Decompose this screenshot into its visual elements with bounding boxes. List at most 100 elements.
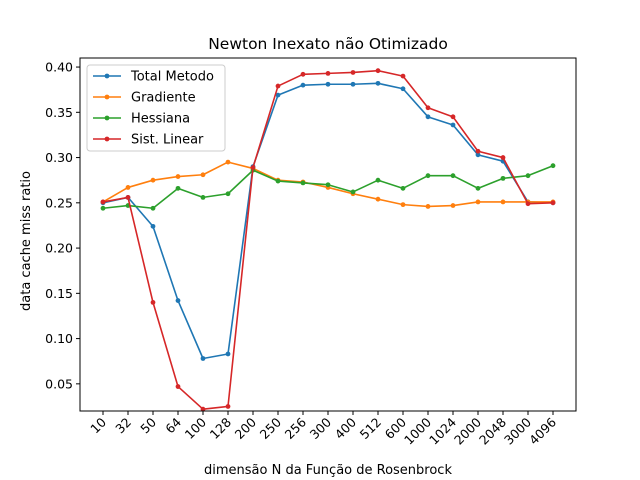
x-tick-label: 64 (162, 414, 184, 436)
series-sist-linear (100, 68, 556, 412)
x-tick-label: 32 (112, 415, 134, 437)
data-point-total-metodo (450, 122, 456, 128)
data-point-hessiana (375, 177, 381, 183)
series-hessiana (100, 163, 556, 211)
data-point-sist-linear (550, 200, 556, 206)
legend-marker (104, 115, 110, 121)
x-tick-label: 100 (182, 414, 210, 442)
y-tick-label: 0.10 (45, 331, 73, 346)
data-point-total-metodo (175, 298, 181, 303)
data-point-gradiente (425, 204, 431, 209)
x-tick-label: 300 (307, 414, 335, 442)
data-point-hessiana (550, 163, 556, 169)
legend-marker (104, 136, 110, 142)
data-point-sist-linear (400, 73, 406, 79)
data-point-hessiana (275, 178, 281, 184)
legend-item: Total Metodo (93, 70, 214, 85)
data-point-total-metodo (300, 82, 306, 88)
y-tick-label: 0.15 (45, 286, 73, 301)
x-tick-label: 3000 (501, 414, 534, 447)
y-tick-label: 0.05 (45, 376, 73, 391)
data-point-gradiente (400, 202, 406, 208)
data-point-sist-linear (300, 71, 306, 77)
y-tick-label: 0.40 (45, 60, 73, 75)
data-point-gradiente (475, 199, 481, 205)
data-point-total-metodo (200, 356, 206, 361)
legend-label: Total Metodo (130, 70, 214, 85)
data-point-hessiana (400, 185, 406, 191)
data-point-gradiente (200, 172, 206, 178)
data-point-sist-linear (450, 114, 456, 120)
x-tick-label: 2000 (451, 414, 484, 447)
x-tick-label: 50 (137, 414, 159, 436)
legend-item: Hessiana (93, 112, 190, 127)
x-axis-label: dimensão N da Função de Rosenbrock (204, 463, 452, 478)
data-point-hessiana (425, 173, 431, 179)
y-axis-label: data cache miss ratio (19, 171, 34, 311)
data-point-gradiente (175, 174, 181, 179)
y-tick-label: 0.30 (45, 150, 73, 165)
data-point-total-metodo (400, 86, 406, 92)
data-point-gradiente (150, 177, 156, 183)
x-tick-label: 400 (332, 414, 360, 442)
legend-marker (104, 94, 110, 100)
data-point-total-metodo (375, 80, 381, 86)
data-point-total-metodo (275, 92, 281, 98)
data-point-gradiente (450, 203, 456, 208)
legend-item: Sist. Linear (93, 133, 204, 148)
legend-label: Gradiente (131, 91, 196, 106)
x-tick-label: 512 (357, 415, 384, 442)
data-point-hessiana (325, 182, 331, 188)
data-point-sist-linear (325, 70, 331, 76)
data-point-hessiana (300, 180, 306, 186)
x-tick-label: 128 (207, 414, 235, 442)
legend: Total Metodo Gradiente Hessiana Sist. Linea… (86, 64, 226, 152)
data-point-hessiana (475, 185, 481, 191)
x-tick-label: 200 (232, 414, 260, 442)
plot-area (100, 68, 556, 412)
x-tick-label: 2048 (476, 414, 509, 447)
data-point-sist-linear (525, 201, 531, 207)
x-tick-label: 4096 (526, 414, 559, 447)
chart-title: Newton Inexato não Otimizado (208, 35, 448, 53)
x-tick-label: 1000 (401, 414, 434, 447)
data-point-gradiente (375, 196, 381, 202)
data-point-sist-linear (100, 199, 106, 205)
y-tick-label: 0.25 (45, 195, 73, 210)
data-point-total-metodo (325, 81, 331, 87)
data-point-total-metodo (425, 114, 431, 120)
data-point-sist-linear (200, 406, 206, 412)
y-tick-label: 0.20 (45, 241, 73, 256)
y-tick-label: 0.35 (45, 105, 73, 120)
data-point-sist-linear (350, 70, 356, 75)
data-point-sist-linear (175, 384, 181, 389)
data-point-gradiente (500, 199, 506, 205)
data-point-total-metodo (225, 351, 231, 357)
data-point-sist-linear (425, 105, 431, 111)
legend-marker (104, 73, 110, 79)
legend-box (86, 64, 226, 152)
data-point-sist-linear (375, 68, 381, 74)
legend-label: Sist. Linear (131, 133, 204, 148)
data-point-hessiana (500, 175, 506, 181)
data-point-sist-linear (125, 194, 131, 200)
x-tick-label: 256 (282, 414, 310, 442)
data-point-hessiana (225, 191, 231, 197)
data-point-sist-linear (275, 83, 281, 89)
data-point-hessiana (150, 205, 156, 211)
data-point-gradiente (225, 159, 231, 165)
data-point-hessiana (350, 189, 356, 195)
data-point-hessiana (100, 205, 106, 211)
data-point-sist-linear (250, 165, 256, 170)
data-point-sist-linear (150, 299, 156, 305)
data-point-sist-linear (475, 148, 481, 154)
legend-item: Gradiente (93, 91, 196, 106)
x-tick-label: 250 (257, 414, 285, 442)
data-point-hessiana (525, 173, 531, 179)
x-axis: 10 32 50 6410012820025025630040051260010001… (87, 411, 559, 448)
data-point-gradiente (125, 185, 131, 190)
data-point-hessiana (200, 194, 206, 200)
legend-label: Hessiana (131, 112, 190, 127)
data-point-total-metodo (475, 152, 481, 158)
